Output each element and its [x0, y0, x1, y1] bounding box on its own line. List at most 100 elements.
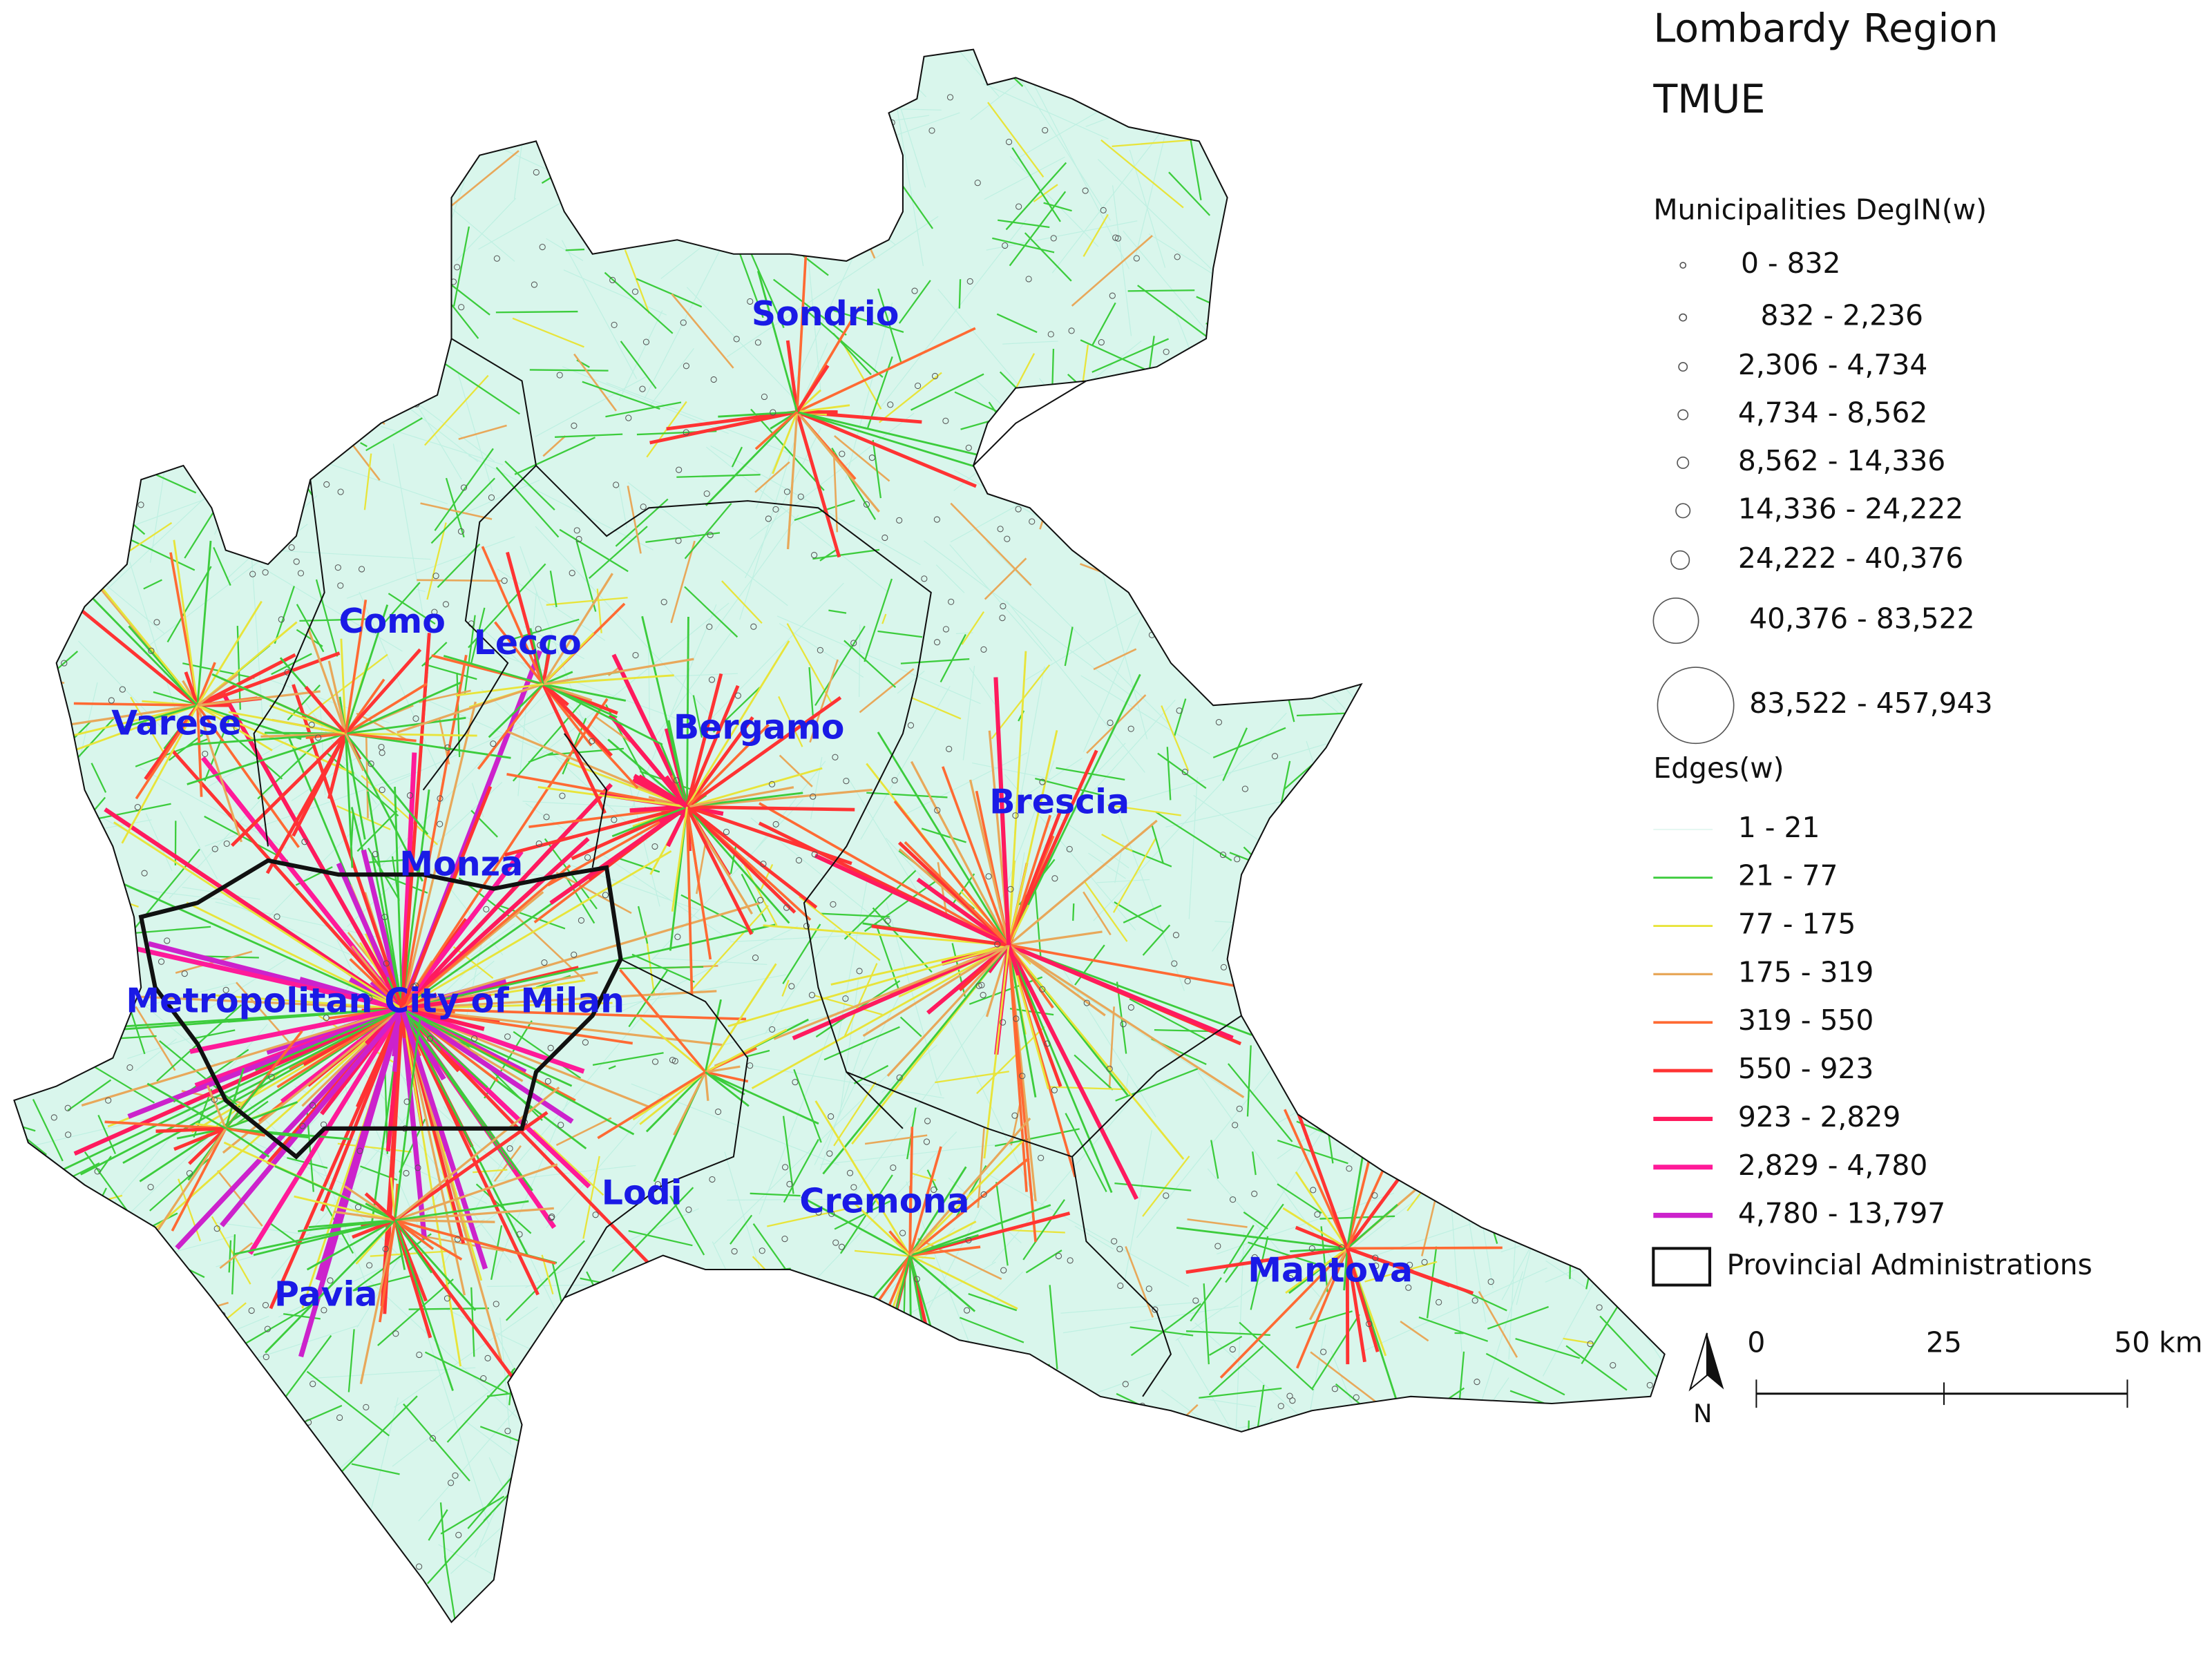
edge	[1611, 1221, 1665, 1240]
edge	[920, 1428, 982, 1501]
municipality	[1429, 1167, 1436, 1174]
municipality	[1433, 631, 1440, 639]
edge	[1648, 1232, 1665, 1243]
edge	[344, 733, 354, 868]
scale-bar: N 0 25 50 km	[1688, 1325, 2203, 1428]
edge	[1129, 1326, 1194, 1337]
edge	[1623, 273, 1665, 312]
municipality	[1294, 475, 1301, 482]
municipality	[733, 336, 740, 343]
edge	[645, 1071, 707, 1133]
edge	[285, 246, 312, 340]
edge	[445, 477, 465, 538]
municipality	[1286, 1392, 1293, 1399]
edge	[549, 571, 557, 608]
edge	[1346, 1203, 1398, 1250]
edge	[347, 207, 371, 257]
edge	[86, 49, 108, 63]
edge	[948, 1019, 1039, 1205]
edge	[1277, 235, 1357, 307]
edge	[1585, 1207, 1604, 1290]
municipality	[119, 1485, 126, 1492]
edge	[1150, 823, 1164, 864]
municipality	[1176, 707, 1183, 714]
municipality	[1421, 1258, 1428, 1265]
edge	[236, 1100, 269, 1125]
edge	[1493, 781, 1537, 843]
edge	[227, 731, 283, 780]
municipality	[680, 319, 687, 326]
edge	[908, 1146, 942, 1256]
municipality	[379, 786, 385, 794]
edge	[799, 896, 881, 961]
edge	[305, 653, 388, 718]
edge	[187, 732, 346, 785]
municipality	[830, 901, 837, 908]
edge	[543, 674, 674, 685]
legend-label: 83,522 - 457,943	[1749, 687, 1992, 720]
edge	[542, 682, 613, 757]
edge	[864, 219, 1027, 429]
edge	[367, 1397, 399, 1524]
edge	[400, 1008, 540, 1296]
municipality	[50, 1114, 57, 1121]
edge	[196, 662, 216, 706]
edge	[238, 49, 286, 75]
municipality	[706, 623, 713, 631]
edge	[184, 671, 200, 707]
edge	[786, 623, 834, 706]
edge	[14, 665, 37, 737]
edge	[1450, 598, 1455, 604]
municipality	[1251, 1190, 1258, 1197]
edge	[1371, 1556, 1476, 1622]
municipality	[1610, 963, 1617, 970]
edge	[394, 1219, 433, 1274]
edge	[542, 658, 694, 686]
edge	[197, 651, 341, 707]
edge	[551, 1507, 569, 1545]
edge	[1277, 1183, 1322, 1214]
edge	[1505, 1598, 1558, 1622]
municipality	[483, 906, 490, 912]
edge	[672, 1266, 720, 1317]
municipality	[455, 1531, 462, 1538]
municipality	[309, 1381, 316, 1388]
edge	[1373, 1031, 1452, 1038]
municipality	[760, 178, 767, 184]
edge	[1537, 416, 1590, 440]
municipality	[1505, 183, 1512, 190]
edge	[226, 121, 332, 241]
edge	[1114, 901, 1164, 932]
edge	[535, 376, 647, 437]
edge	[1221, 111, 1267, 116]
municipality	[1066, 845, 1073, 852]
municipality	[1000, 1267, 1007, 1274]
municipality	[811, 851, 818, 858]
legend: Lombardy Region TMUE Municipalities DegI…	[1652, 6, 2092, 1287]
municipality	[788, 983, 795, 990]
municipality	[795, 856, 803, 864]
edge	[909, 1140, 1024, 1256]
municipality	[810, 793, 817, 800]
edge	[1400, 1321, 1429, 1342]
municipality	[985, 873, 992, 880]
municipality	[38, 792, 45, 798]
edge	[1395, 1059, 1428, 1084]
municipality	[211, 1096, 218, 1103]
municipality	[770, 409, 776, 416]
edge	[517, 591, 537, 796]
edge	[292, 232, 334, 251]
municipality	[857, 89, 865, 96]
edge	[1130, 49, 1205, 64]
municipality	[1563, 88, 1570, 95]
edge	[828, 609, 847, 614]
edge	[14, 475, 39, 642]
municipality	[1324, 1589, 1331, 1596]
municipality	[754, 339, 762, 346]
edge	[1127, 483, 1187, 492]
municipality	[1621, 899, 1628, 906]
edge	[559, 528, 629, 573]
municipality	[437, 821, 444, 827]
edge	[782, 923, 821, 984]
edge	[754, 461, 790, 493]
